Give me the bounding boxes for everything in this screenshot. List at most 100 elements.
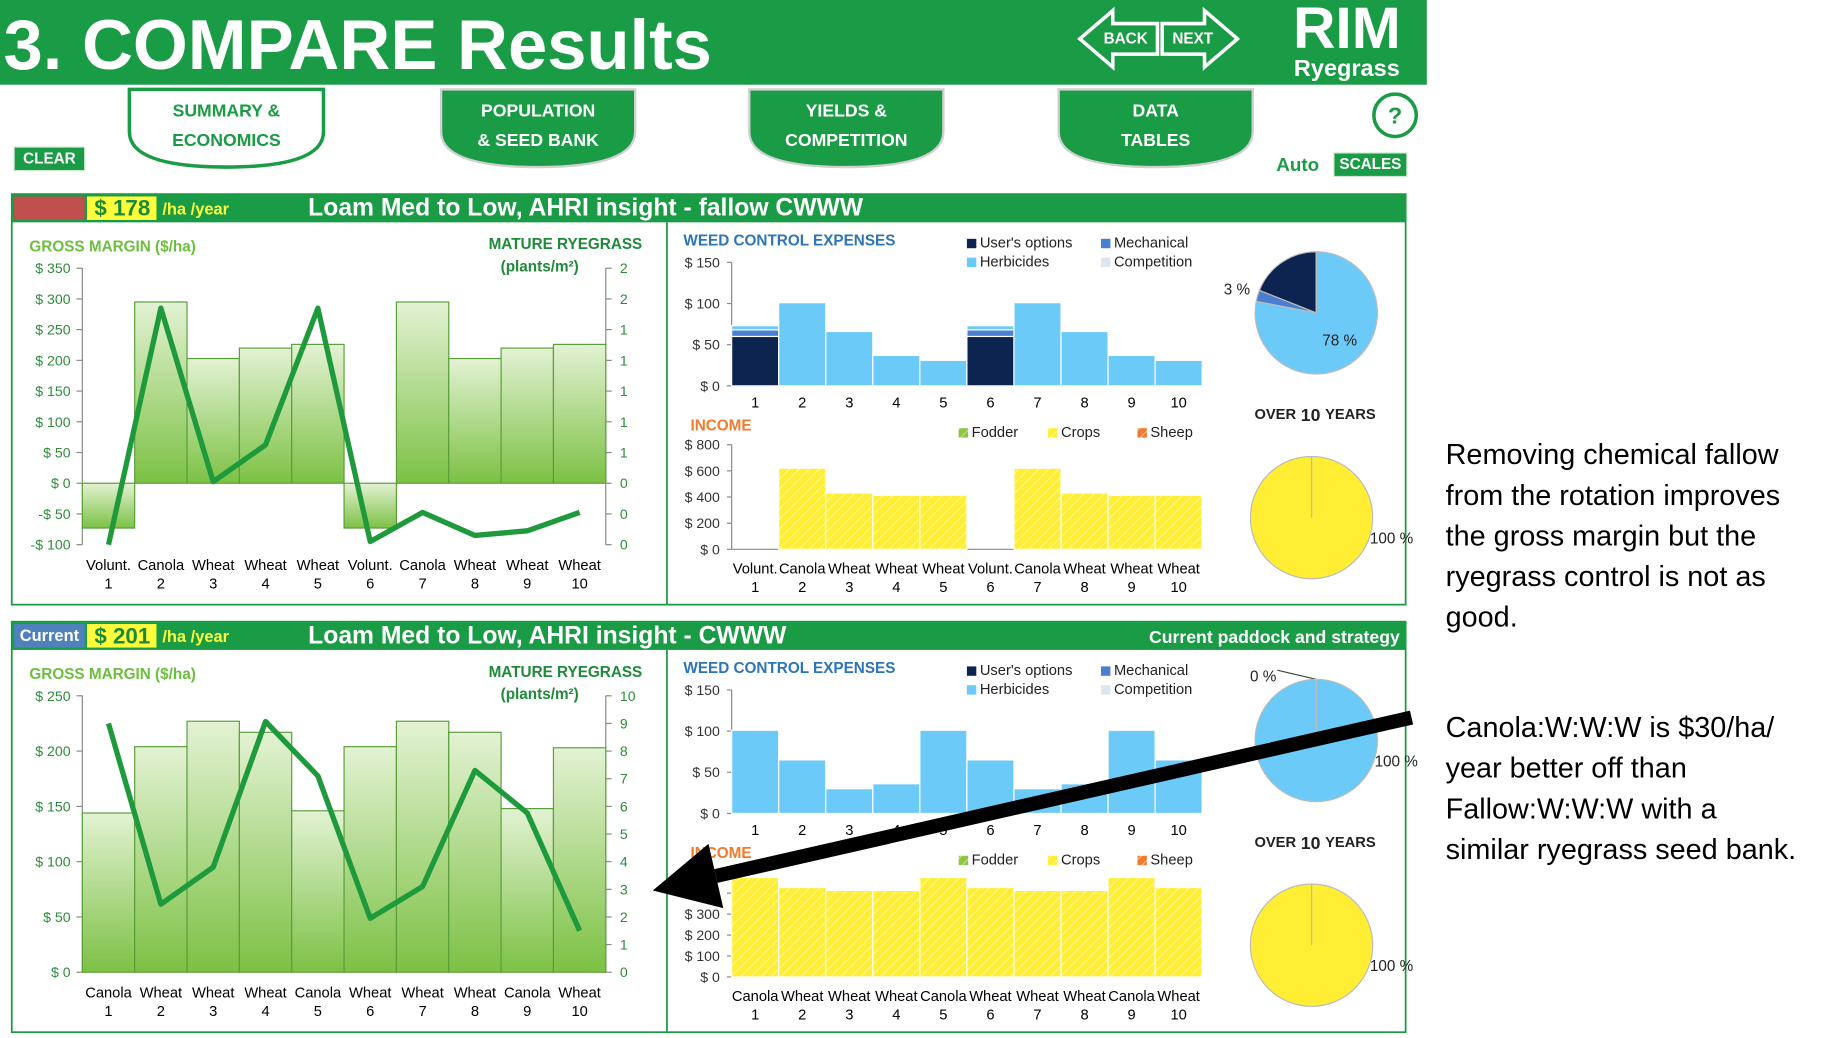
x-tick-label: Wheat [349, 985, 391, 1001]
x-tick-year: 7 [418, 577, 426, 593]
tab-label[interactable]: ECONOMICS [172, 130, 281, 150]
back-label[interactable]: BACK [1104, 30, 1148, 47]
tab[interactable]: POPULATION & SEED BANK [439, 88, 637, 169]
clear-button[interactable] [13, 146, 86, 172]
legend-label: Fodder [972, 425, 1019, 441]
y2-tick-label: 7 [620, 771, 628, 787]
x-tick-label: 5 [939, 395, 947, 411]
next-arrow[interactable] [1160, 6, 1241, 71]
gross-margin-box [87, 196, 157, 220]
x-tick-year: 3 [845, 1008, 853, 1024]
x-tick-year: 4 [892, 580, 900, 596]
x-tick-year: 7 [418, 1004, 426, 1020]
bar-segment [1013, 467, 1062, 550]
note-line: similar ryegrass seed bank. [1446, 834, 1797, 866]
annotation-arrow-shaft [714, 710, 1414, 883]
y-tick-label: $ 0 [700, 378, 720, 394]
x-tick-year: 5 [939, 1008, 947, 1024]
tab-label[interactable]: YIELDS & [806, 101, 888, 121]
clear-label[interactable]: CLEAR [23, 150, 76, 167]
bar-segment [1154, 886, 1203, 978]
y2-tick-label: 10 [620, 688, 636, 704]
x-tick-label: Wheat [558, 558, 600, 574]
next-label[interactable]: NEXT [1172, 30, 1213, 47]
help-label[interactable]: ? [1388, 102, 1402, 128]
legend-label: Mechanical [1114, 236, 1188, 252]
x-tick-year: 4 [261, 577, 269, 593]
gross-margin-unit: /ha /year [162, 628, 229, 646]
panel-header [11, 621, 1406, 650]
y-tick-label: $ 150 [685, 682, 720, 698]
bar-segment [919, 494, 968, 550]
bar-segment [778, 886, 827, 978]
x-tick-year: 10 [571, 1004, 587, 1020]
note-line: Canola:W:W:W is $30/ha/ [1446, 712, 1775, 744]
ryegrass-line [105, 718, 583, 932]
tab-shape[interactable] [748, 88, 945, 169]
note-line: ryegrass control is not as [1446, 561, 1766, 593]
legend-label: Mechanical [1114, 663, 1188, 679]
legend-swatch [966, 238, 977, 249]
y-tick-label: $ 0 [700, 969, 720, 985]
legend-swatch [1101, 666, 1111, 676]
note-line: good. [1446, 602, 1518, 634]
legend-swatch [958, 428, 969, 438]
x-tick-label: 7 [1033, 823, 1041, 839]
bar-segment [919, 359, 968, 387]
tab-label[interactable]: COMPETITION [785, 130, 907, 150]
x-tick-label: 3 [845, 823, 853, 839]
tab-label[interactable]: POPULATION [481, 101, 595, 121]
gross-margin-value: $ 201 [94, 623, 150, 648]
pie-label: 78 % [1322, 333, 1357, 350]
x-tick-year: 1 [104, 577, 112, 593]
tab-label[interactable]: TABLES [1121, 130, 1190, 150]
scales-button[interactable] [1333, 152, 1408, 178]
ryegrass-line [105, 305, 581, 546]
y-tick-label: $ 350 [35, 260, 70, 276]
bar [291, 343, 345, 484]
bar [395, 301, 450, 484]
tab-label[interactable]: DATA [1133, 101, 1180, 121]
tab-shape[interactable] [1057, 88, 1254, 169]
back-button[interactable]: BACK [1077, 6, 1160, 71]
x-tick-year: 5 [314, 577, 322, 593]
bar-segment [1013, 302, 1062, 387]
x-tick-year: 5 [939, 580, 947, 596]
y-tick-label: $ 0 [51, 475, 71, 491]
x-tick-label: Wheat [244, 558, 286, 574]
x-tick-label: Wheat [454, 985, 496, 1001]
x-tick-year: 8 [1080, 580, 1088, 596]
bar-segment [1013, 889, 1062, 978]
panel: $ 178/ha /year Loam Med to Low, AHRI insi… [10, 193, 1414, 606]
tab[interactable]: SUMMARY & ECONOMICS [127, 87, 326, 169]
tab-shape[interactable] [439, 88, 637, 169]
bar-segment [731, 329, 780, 338]
scales-label[interactable]: SCALES [1339, 156, 1401, 173]
bar-segment [872, 889, 921, 978]
tab-label[interactable]: SUMMARY & [173, 101, 281, 121]
x-tick-year: 6 [366, 577, 374, 593]
x-tick-label: Wheat [192, 558, 234, 574]
legend-swatch [1137, 428, 1147, 438]
tab[interactable]: YIELDS & COMPETITION [748, 88, 945, 169]
x-tick-year: 6 [366, 1004, 374, 1020]
x-tick-label: Volunt. [968, 561, 1013, 577]
bar-segment [966, 335, 1015, 387]
x-tick-year: 9 [523, 577, 531, 593]
tab[interactable]: DATA TABLES [1057, 88, 1254, 169]
help-button[interactable] [1372, 92, 1419, 139]
next-button[interactable]: NEXT [1160, 6, 1241, 71]
tab-label[interactable]: & SEED BANK [477, 130, 599, 150]
x-tick-label: 2 [798, 395, 806, 411]
back-arrow[interactable] [1077, 6, 1160, 71]
x-tick-label: 8 [1080, 823, 1088, 839]
x-tick-label: 2 [798, 823, 806, 839]
bar-segment [872, 354, 921, 387]
legend-label: Crops [1061, 425, 1100, 441]
x-tick-label: 9 [1127, 395, 1135, 411]
y-tick-label: $ 200 [35, 743, 70, 759]
y2-tick-label: 1 [620, 414, 628, 430]
pie-label: 3 % [1224, 281, 1251, 298]
tab-shape[interactable] [127, 87, 326, 169]
